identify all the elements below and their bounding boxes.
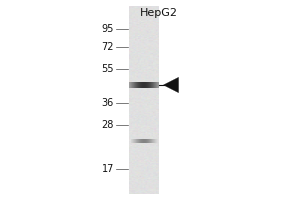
- Polygon shape: [164, 77, 178, 93]
- Text: 17: 17: [102, 164, 114, 174]
- Text: 28: 28: [102, 120, 114, 130]
- Text: HepG2: HepG2: [140, 8, 178, 18]
- Text: 72: 72: [101, 42, 114, 52]
- Text: 36: 36: [102, 98, 114, 108]
- Text: 95: 95: [102, 24, 114, 34]
- Text: 55: 55: [101, 64, 114, 74]
- Bar: [129, 6, 159, 194]
